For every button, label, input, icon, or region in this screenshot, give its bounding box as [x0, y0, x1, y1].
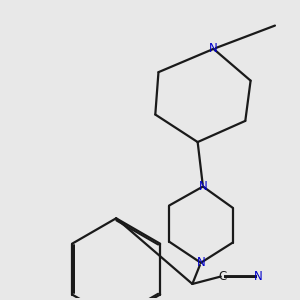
Text: N: N: [209, 42, 218, 56]
Text: C: C: [218, 270, 226, 283]
Text: N: N: [199, 180, 207, 193]
Text: N: N: [196, 256, 205, 269]
Text: N: N: [254, 270, 262, 283]
